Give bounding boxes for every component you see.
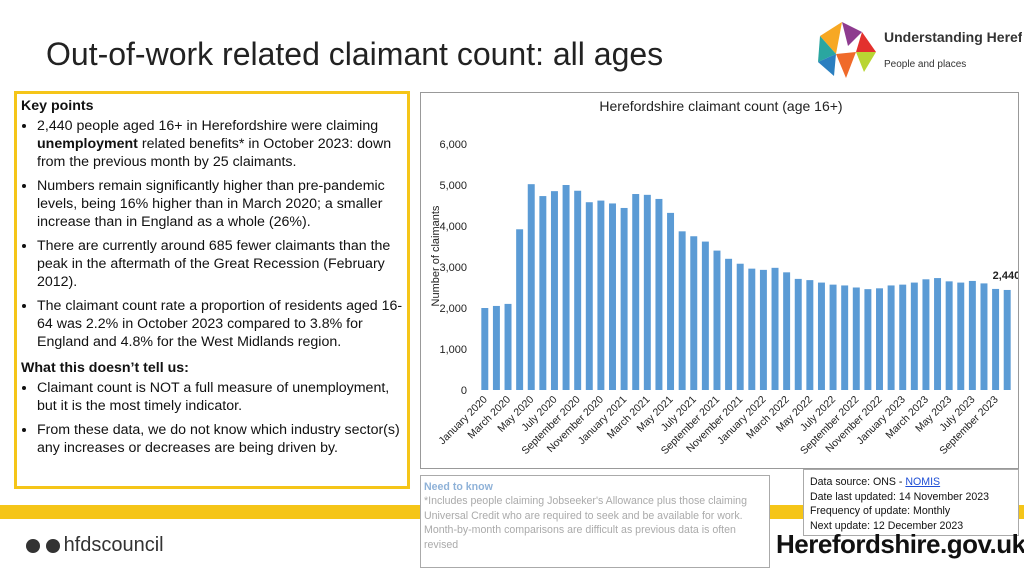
bar bbox=[713, 250, 721, 390]
bar bbox=[922, 279, 930, 390]
bar bbox=[678, 231, 686, 390]
next-update: Next update: 12 December 2023 bbox=[810, 519, 964, 532]
bar bbox=[516, 229, 524, 390]
bar bbox=[980, 283, 988, 390]
logo-subtitle: People and places bbox=[884, 59, 966, 70]
need-to-know-line: *Includes people claiming Jobseeker's Al… bbox=[424, 495, 747, 522]
bar bbox=[1003, 289, 1011, 390]
bullet-text: 2,440 people aged 16+ in Herefordshire w… bbox=[37, 118, 379, 134]
bar bbox=[806, 280, 814, 390]
limit: From these data, we do not know which in… bbox=[37, 421, 405, 457]
bar bbox=[620, 207, 628, 390]
limits-heading: What this doesn’t tell us: bbox=[21, 360, 189, 376]
bullet-text: unemployment bbox=[37, 136, 138, 152]
bar bbox=[481, 308, 489, 390]
bullet-text: The claimant count rate a proportion of … bbox=[37, 298, 403, 350]
need-to-know-line: Month-by-month comparisons are difficult… bbox=[424, 524, 736, 551]
bar bbox=[550, 191, 558, 390]
bullet: There are currently around 685 fewer cla… bbox=[37, 237, 405, 291]
bar bbox=[609, 203, 616, 390]
slide-title: Out-of-work related claimant count: all … bbox=[46, 36, 664, 72]
bullet: The claimant count rate a proportion of … bbox=[37, 297, 405, 351]
bullet-text: related benefits* in October 2023: down … bbox=[37, 136, 392, 170]
bar bbox=[527, 184, 535, 390]
bar bbox=[759, 269, 767, 390]
bar bbox=[934, 278, 942, 390]
bar bbox=[701, 241, 709, 390]
bar bbox=[667, 212, 675, 390]
source-line: Data source: ONS - NOMIS bbox=[810, 475, 1012, 490]
bar bbox=[725, 258, 733, 390]
updated: Date last updated: 14 November 2023 bbox=[810, 490, 990, 503]
y-tick-label: 6,000 bbox=[439, 139, 467, 151]
bullet-list: 2,440 people aged 16+ in Herefordshire w… bbox=[17, 117, 407, 351]
source-box: Data source: ONS - NOMIS Date last updat… bbox=[803, 469, 1019, 536]
bar bbox=[992, 288, 1000, 390]
bar bbox=[504, 303, 512, 390]
bar bbox=[690, 236, 698, 390]
y-tick-label: 4,000 bbox=[439, 221, 467, 233]
bullet-text: Numbers remain significantly higher than… bbox=[37, 178, 385, 230]
bar bbox=[748, 268, 756, 390]
bar bbox=[643, 194, 651, 390]
chart: Herefordshire claimant count (age 16+) N… bbox=[430, 98, 1020, 457]
bar bbox=[945, 281, 953, 390]
logo: Understanding Herefordshire People and p… bbox=[818, 22, 1022, 78]
chart-box: Herefordshire claimant count (age 16+) N… bbox=[420, 92, 1020, 469]
need-to-know-heading: Need to know bbox=[424, 481, 493, 493]
bar bbox=[632, 194, 640, 390]
bar bbox=[794, 278, 802, 390]
nomis-link[interactable]: NOMIS bbox=[905, 476, 941, 488]
bar bbox=[597, 200, 605, 390]
need-to-know: Need to know *Includes people claiming J… bbox=[420, 475, 770, 568]
y-tick-label: 0 bbox=[461, 385, 467, 397]
bar bbox=[841, 285, 849, 390]
value-label: 2,440 bbox=[993, 270, 1018, 282]
bar bbox=[887, 285, 895, 390]
bar bbox=[852, 287, 860, 390]
bullet: 2,440 people aged 16+ in Herefordshire w… bbox=[37, 117, 405, 171]
bar bbox=[899, 284, 907, 390]
bar bbox=[736, 263, 744, 390]
bar bbox=[829, 284, 837, 390]
bullet: Numbers remain significantly higher than… bbox=[37, 177, 405, 231]
bar bbox=[539, 196, 547, 390]
chart-title: Herefordshire claimant count (age 16+) bbox=[599, 98, 842, 114]
logo-title: Understanding Herefordshire bbox=[884, 29, 1022, 45]
limits-list: Claimant count is NOT a full measure of … bbox=[17, 379, 407, 457]
y-tick-label: 1,000 bbox=[439, 344, 467, 356]
bar bbox=[817, 282, 825, 390]
frequency: Frequency of update: Monthly bbox=[810, 505, 951, 518]
key-points-heading: Key points bbox=[21, 98, 94, 114]
bar bbox=[562, 185, 570, 390]
y-axis-label: Number of claimants bbox=[430, 205, 442, 306]
source-prefix: Data source: ONS - bbox=[810, 476, 906, 488]
bar bbox=[876, 288, 883, 390]
bar bbox=[968, 280, 976, 390]
social: hfdscouncil bbox=[26, 534, 164, 557]
bar bbox=[771, 267, 779, 390]
bar bbox=[910, 282, 918, 390]
bar bbox=[492, 305, 500, 390]
social-handle: hfdscouncil bbox=[63, 534, 164, 556]
key-points: Key points 2,440 people aged 16+ in Here… bbox=[14, 91, 410, 489]
bar bbox=[864, 289, 872, 390]
y-tick-label: 2,000 bbox=[439, 303, 467, 315]
site-name: Herefordshire.gov.uk bbox=[776, 529, 1024, 559]
bar bbox=[957, 282, 965, 390]
bar bbox=[655, 198, 663, 390]
bar bbox=[585, 202, 593, 390]
bar bbox=[574, 190, 582, 390]
limit: Claimant count is NOT a full measure of … bbox=[37, 379, 405, 415]
bar bbox=[783, 272, 791, 390]
y-tick-label: 5,000 bbox=[439, 180, 467, 192]
y-tick-label: 3,000 bbox=[439, 262, 467, 274]
bullet-text: There are currently around 685 fewer cla… bbox=[37, 238, 391, 290]
